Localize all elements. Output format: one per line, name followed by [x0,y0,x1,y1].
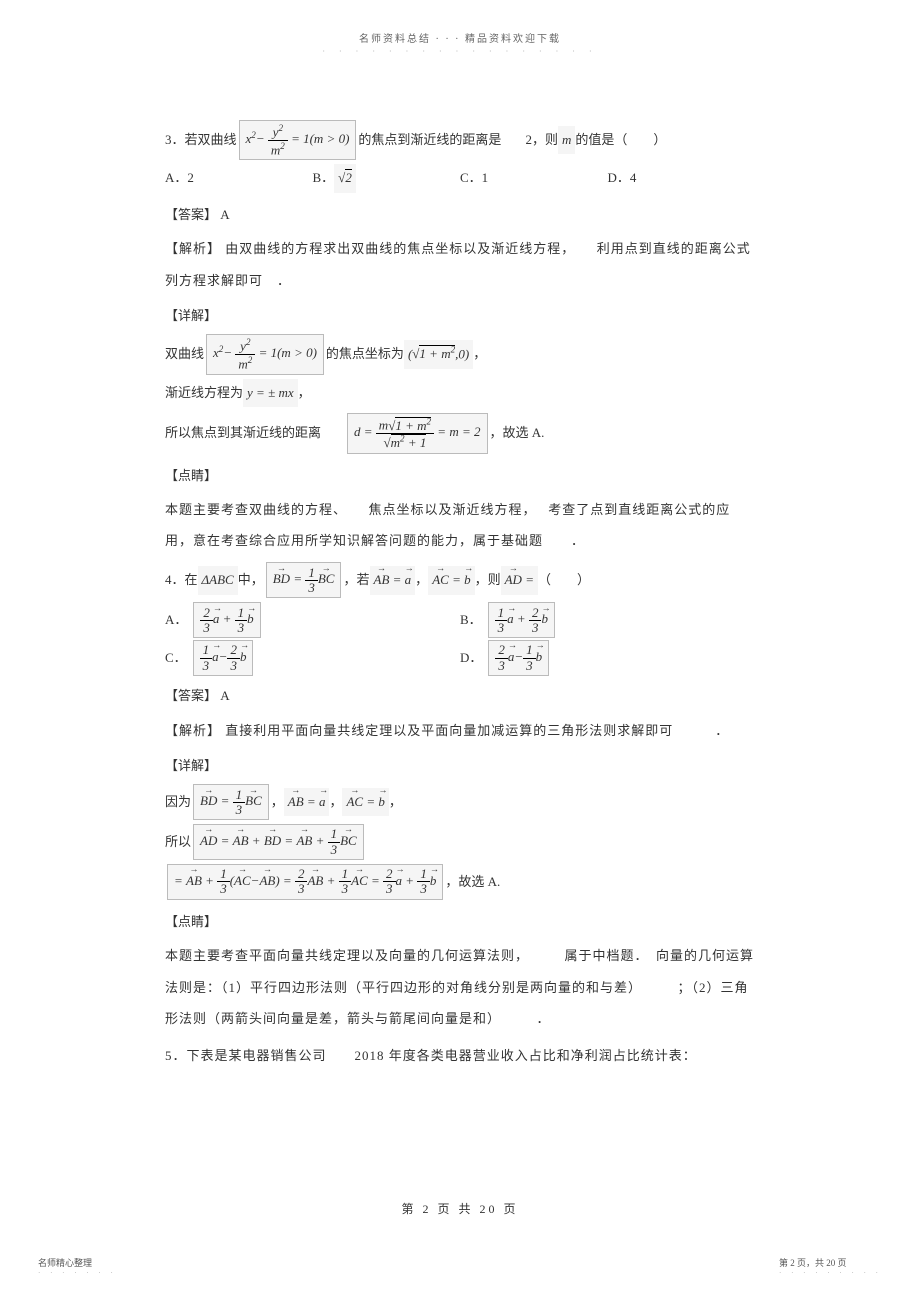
q4-ab: AB = a [370,566,416,595]
q4-opt-c: C． 13a−23b [165,640,460,676]
q4-detail1: 因为 BD = 13BC ， AB = a ， AC = b ， [165,784,755,820]
header-dots: · · · · · · · · · · · · · · · · · [0,47,920,56]
q3-hint-label: 【点睛】 [165,462,755,491]
q4-opt-d: D． 23a−13b [460,640,755,676]
q3-analysis: 【解析】 由双曲线的方程求出双曲线的焦点坐标以及渐近线方程， 利用点到直线的距离… [165,233,755,295]
q3-val: 2，则 [525,126,558,155]
q4-answer: 【答案】 A [165,682,755,711]
q3-opt-d: D．4 [608,164,756,193]
q4-options-row2: C． 13a−23b D． 23a−13b [165,640,755,676]
q4-options-row1: A． 23a + 13b B． 13a + 23b [165,602,755,638]
q3-d3-eq: d = m√1 + m2 √m2 + 1 = m = 2 [347,413,487,453]
q4-ac: AC = b [428,566,474,595]
q4-bd-eq: BD = 13BC [266,562,342,598]
q3-stem: 3．若双曲线 x2− y2m2 = 1(m > 0) 的焦点到渐近线的距离是 2… [165,120,755,160]
q3-opt-c: C．1 [460,164,608,193]
q3-opt-a: A．2 [165,164,313,193]
q3-detail1: 双曲线 x2− y2m2 = 1(m > 0) 的焦点坐标为 (√1 + m2,… [165,334,755,374]
footer-right: 第 2 页，共 20 页 · · · · · · · · · [779,1256,882,1277]
q3-mid: 的焦点到渐近线的距离是 [358,126,501,155]
q5-text: 5．下表是某电器销售公司 2018 年度各类电器营业收入占比和净利润占比统计表： [165,1040,755,1071]
q4-ad: AD = [501,566,538,595]
q3-opt-b: B． √2 [313,164,461,193]
q3-m: m [558,126,575,155]
header-title: 名师资料总结 · · · 精品资料欢迎下载 [0,30,920,45]
q3-detail-label: 【详解】 [165,302,755,331]
q3-opt-b-val: √2 [334,164,356,193]
footer-right-text: 第 2 页，共 20 页 [779,1256,882,1269]
q4-detail3: = AB + 13(AC−AB) = 23AB + 13AC = 23a + 1… [165,864,755,900]
q4-detail2: 所以 AD = AB + BD = AB + 13BC [165,824,755,860]
footer-left-text: 名师精心整理 [38,1256,117,1269]
q3-detail2: 渐近线方程为 y = ± mx ， [165,379,755,408]
page-number: 第 2 页 共 20 页 [0,1200,920,1217]
q3-tail: 的值是（ ） [575,126,666,155]
q3-prefix: 3．若双曲线 [165,126,237,155]
q3-answer: 【答案】 A [165,201,755,230]
q4-hint-label: 【点睛】 [165,908,755,937]
q3-d2-eq: y = ± mx [243,379,298,408]
footer-right-dots: · · · · · · · · · [779,1269,882,1277]
q3-d1-focus: (√1 + m2,0) [404,340,473,369]
q3-detail3: 所以焦点到其渐近线的距离 d = m√1 + m2 √m2 + 1 = m = … [165,413,755,453]
page-body: 3．若双曲线 x2− y2m2 = 1(m > 0) 的焦点到渐近线的距离是 2… [165,120,755,1077]
q4-stem: 4．在 ΔABC 中， BD = 13BC ，若 AB = a ， AC = b… [165,562,755,598]
q4-analysis: 【解析】 直接利用平面向量共线定理以及平面向量加减运算的三角形法则求解即可 ． [165,715,755,746]
q4-opt-a: A． 23a + 13b [165,602,460,638]
q3-d1-eq: x2− y2m2 = 1(m > 0) [206,334,324,374]
q4-triangle: ΔABC [198,566,238,595]
q4-opt-b: B． 13a + 23b [460,602,755,638]
q3-hint: 本题主要考查双曲线的方程、 焦点坐标以及渐近线方程， 考查了点到直线距离公式的应… [165,494,755,556]
q4-detail-label: 【详解】 [165,752,755,781]
footer-left: 名师精心整理 · · · · · · · [38,1256,117,1277]
q4-hint: 本题主要考查平面向量共线定理以及向量的几何运算法则， 属于中档题． 向量的几何运… [165,940,755,1034]
q3-options: A．2 B． √2 C．1 D．4 [165,164,755,193]
q3-equation: x2− y2m2 = 1(m > 0) [239,120,357,160]
page-header: 名师资料总结 · · · 精品资料欢迎下载 · · · · · · · · · … [0,30,920,56]
footer-left-dots: · · · · · · · [38,1269,117,1277]
